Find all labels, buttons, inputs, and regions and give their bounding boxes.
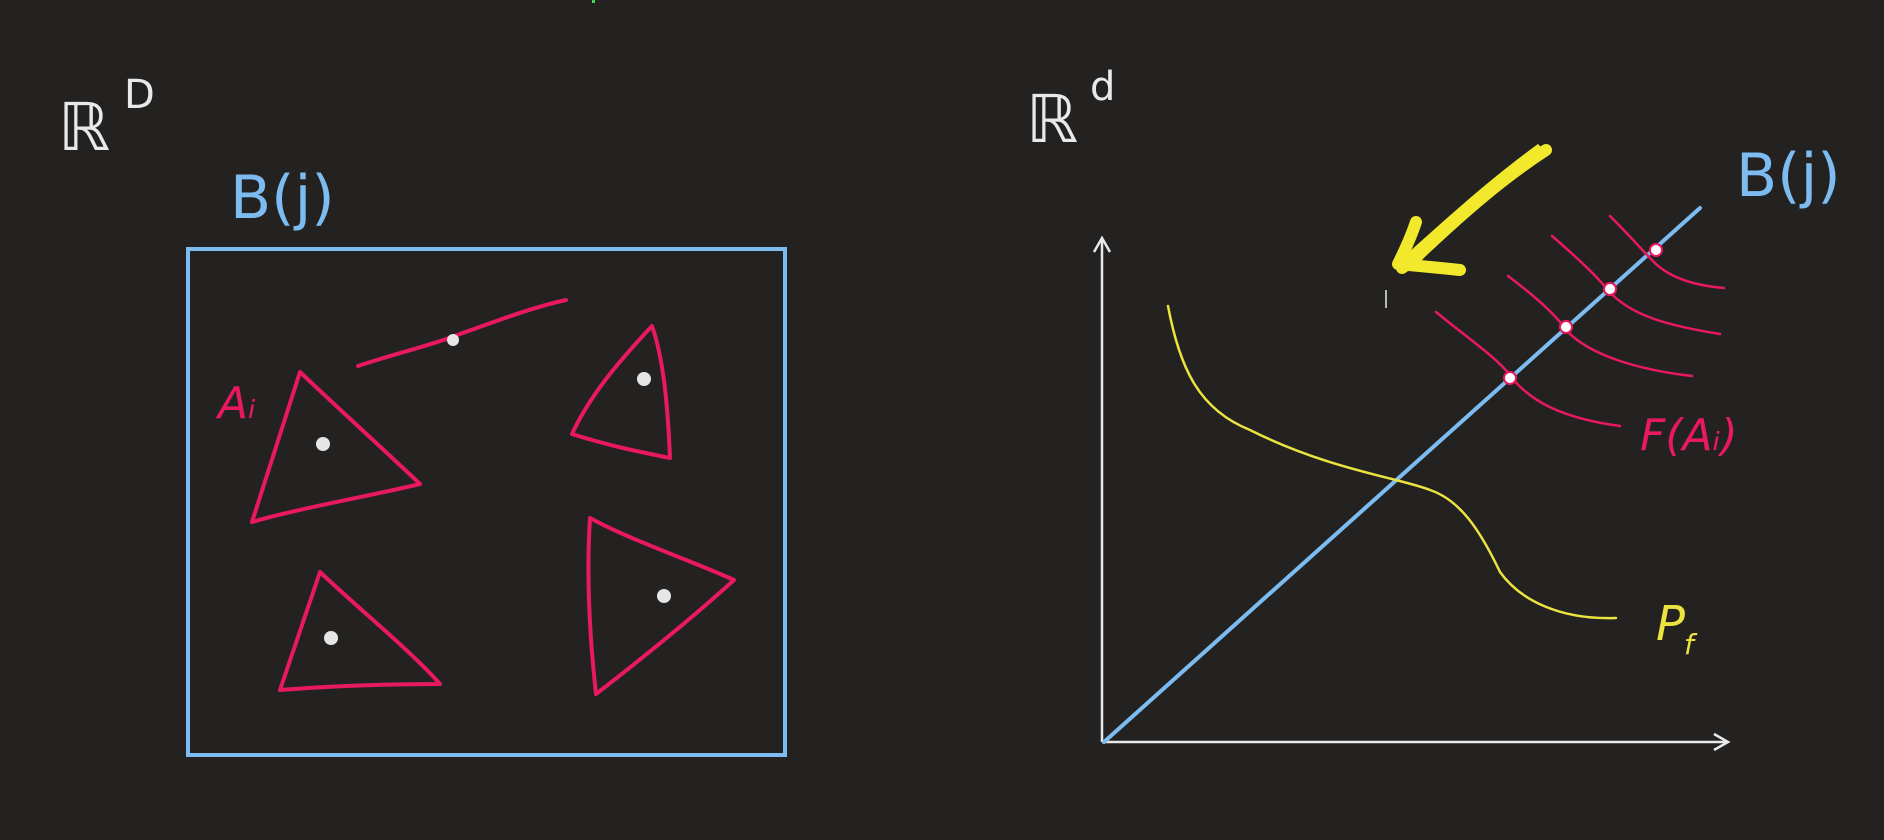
left-space-superscript: D <box>124 72 155 118</box>
front-label: P <box>1656 596 1685 652</box>
right-space-superscript: d <box>1090 64 1115 110</box>
yellow-arrow-head <box>1392 216 1466 276</box>
right-panel: ℝ d B(j) P f F(Aᵢ) <box>1026 64 1841 752</box>
left-space-label: ℝ <box>58 89 110 166</box>
red-level-curve-1 <box>1434 310 1622 428</box>
red-triangle-4 <box>586 516 736 696</box>
y-axis-arrowhead <box>1092 235 1112 253</box>
green-mark <box>592 0 595 3</box>
yellow-arrow-shaft <box>1396 144 1552 274</box>
red-level-curve-4 <box>1608 214 1726 290</box>
red-triangle-2 <box>570 324 672 460</box>
red-level-curve-2 <box>1506 274 1694 378</box>
point-in-triangle-2 <box>637 372 651 386</box>
line-b-j <box>1102 206 1702 744</box>
point-on-segment <box>447 334 459 346</box>
line-label: B(j) <box>1736 141 1841 211</box>
region-label: Aᵢ <box>215 378 256 429</box>
left-panel: ℝ D B(j) Aᵢ <box>58 72 787 757</box>
red-triangle-3 <box>278 570 442 692</box>
red-stroke-segment <box>356 298 568 368</box>
x-axis-arrowhead <box>1713 732 1731 752</box>
box-label: B(j) <box>230 163 335 233</box>
intersection-2 <box>1559 320 1573 334</box>
curves-label: F(Aᵢ) <box>1640 410 1738 461</box>
point-in-triangle-1 <box>316 437 330 451</box>
right-space-label: ℝ <box>1026 81 1078 158</box>
intersection-4 <box>1649 243 1663 257</box>
red-triangle-1 <box>250 370 422 524</box>
point-in-triangle-3 <box>324 631 338 645</box>
yellow-front-curve <box>1166 304 1618 620</box>
intersection-1 <box>1503 371 1517 385</box>
point-in-triangle-4 <box>657 589 671 603</box>
front-subscript: f <box>1684 628 1698 661</box>
intersection-3 <box>1603 282 1617 296</box>
yellow-arrow-fill <box>1398 144 1542 266</box>
box-b-j <box>186 247 787 757</box>
